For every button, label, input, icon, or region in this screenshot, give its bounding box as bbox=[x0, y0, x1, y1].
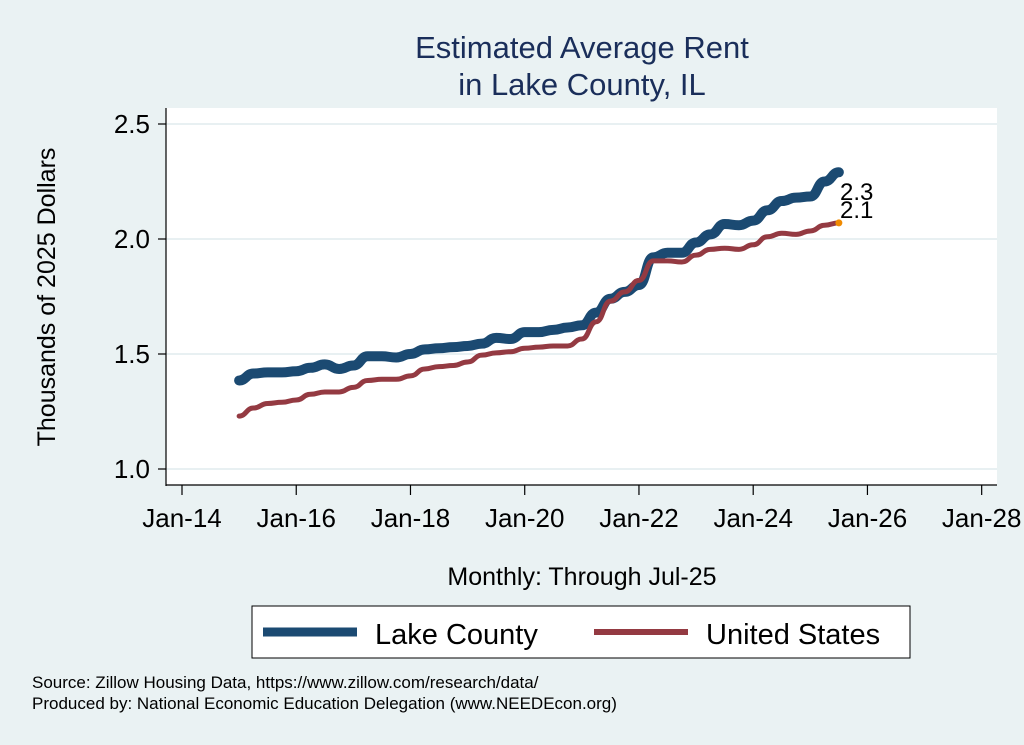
chart-title-line-1: Estimated Average Rent bbox=[415, 30, 749, 65]
producer-note: Produced by: National Economic Education… bbox=[32, 694, 617, 713]
series-line-united-states bbox=[236, 220, 842, 419]
chart-title-line-2: in Lake County, IL bbox=[458, 67, 706, 102]
x-axis-title: Monthly: Through Jul-25 bbox=[447, 563, 716, 591]
end-marker-united-states bbox=[835, 219, 843, 227]
y-axis-title: Thousands of 2025 Dollars bbox=[33, 148, 61, 447]
y-tick-label: 1.5 bbox=[114, 339, 150, 369]
legend-box bbox=[251, 605, 911, 659]
legend-label-united-states: United States bbox=[706, 619, 880, 651]
plot-area bbox=[166, 108, 997, 485]
legend-label-lake-county: Lake County bbox=[375, 619, 538, 651]
x-axis-ticks: Jan-14 Jan-16 Jan-18 Jan-20 Jan-22 Jan-24 Jan-… bbox=[142, 485, 1021, 533]
x-tick-label: Jan-14 bbox=[142, 503, 222, 533]
x-tick-label: Jan-22 bbox=[599, 503, 679, 533]
series-layer: 2.32.1 bbox=[234, 167, 873, 419]
legend: Lake County United States bbox=[251, 605, 911, 659]
end-label-united-states: 2.1 bbox=[840, 197, 873, 224]
x-tick-label: Jan-26 bbox=[828, 503, 908, 533]
gridlines bbox=[166, 123, 997, 470]
end-label-lake-county: 2.3 bbox=[840, 179, 873, 206]
y-tick-label: 1.0 bbox=[114, 454, 150, 484]
x-tick-label: Jan-28 bbox=[942, 503, 1022, 533]
series-line-lake-county bbox=[234, 167, 844, 386]
y-axis-ticks: 1.0 1.5 2.0 2.5 bbox=[114, 109, 166, 484]
y-tick-label: 2.0 bbox=[114, 224, 150, 254]
x-tick-label: Jan-24 bbox=[713, 503, 793, 533]
x-tick-label: Jan-18 bbox=[371, 503, 451, 533]
x-tick-label: Jan-16 bbox=[256, 503, 336, 533]
source-note: Source: Zillow Housing Data, https://www… bbox=[32, 673, 539, 692]
y-tick-label: 2.5 bbox=[114, 109, 150, 139]
x-tick-label: Jan-20 bbox=[485, 503, 565, 533]
